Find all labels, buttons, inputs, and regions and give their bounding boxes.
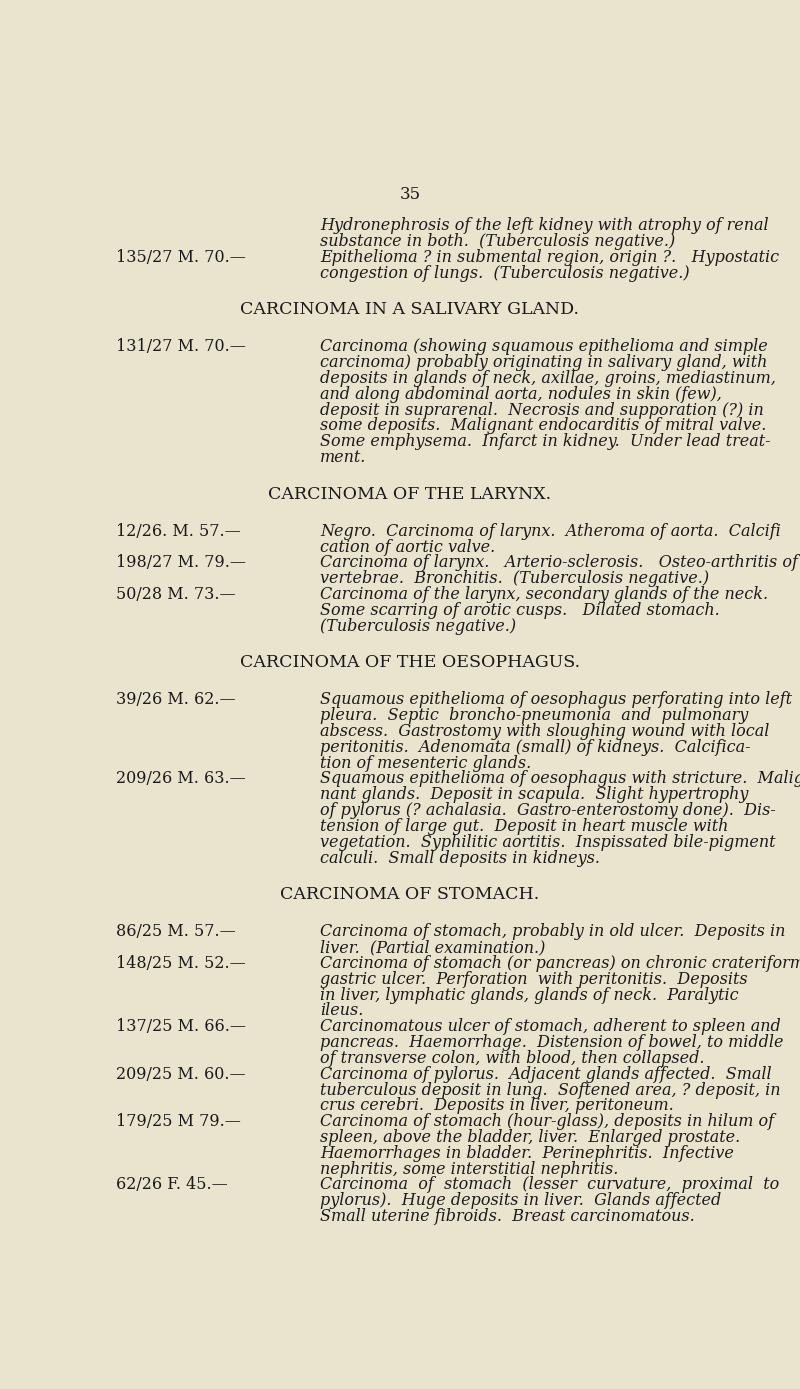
- Text: Some scarring of arotic cusps.   Dilated stomach.: Some scarring of arotic cusps. Dilated s…: [320, 601, 720, 619]
- Text: vegetation.  Syphilitic aortitis.  Inspissated bile-pigment: vegetation. Syphilitic aortitis. Inspiss…: [320, 833, 776, 851]
- Text: spleen, above the bladder, liver.  Enlarged prostate.: spleen, above the bladder, liver. Enlarg…: [320, 1129, 740, 1146]
- Text: congestion of lungs.  (Tuberculosis negative.): congestion of lungs. (Tuberculosis negat…: [320, 265, 690, 282]
- Text: carcinoma) probably originating in salivary gland, with: carcinoma) probably originating in saliv…: [320, 354, 767, 371]
- Text: ment.: ment.: [320, 449, 366, 467]
- Text: Carcinoma of larynx.   Arterio-sclerosis.   Osteo-arthritis of: Carcinoma of larynx. Arterio-sclerosis. …: [320, 554, 798, 571]
- Text: 209/26 M. 63.—: 209/26 M. 63.—: [115, 771, 246, 788]
- Text: Carcinoma of pylorus.  Adjacent glands affected.  Small: Carcinoma of pylorus. Adjacent glands af…: [320, 1065, 772, 1082]
- Text: deposit in suprarenal.  Necrosis and supporation (?) in: deposit in suprarenal. Necrosis and supp…: [320, 401, 764, 418]
- Text: of transverse colon, with blood, then collapsed.: of transverse colon, with blood, then co…: [320, 1050, 705, 1067]
- Text: pancreas.  Haemorrhage.  Distension of bowel, to middle: pancreas. Haemorrhage. Distension of bow…: [320, 1033, 784, 1051]
- Text: 209/25 M. 60.—: 209/25 M. 60.—: [115, 1065, 245, 1082]
- Text: 39/26 M. 62.—: 39/26 M. 62.—: [115, 692, 235, 708]
- Text: CARCINOMA IN A SALIVARY GLAND.: CARCINOMA IN A SALIVARY GLAND.: [241, 301, 579, 318]
- Text: gastric ulcer.  Perforation  with peritonitis.  Deposits: gastric ulcer. Perforation with peritoni…: [320, 971, 748, 988]
- Text: some deposits.  Malignant endocarditis of mitral valve.: some deposits. Malignant endocarditis of…: [320, 418, 766, 435]
- Text: pylorus).  Huge deposits in liver.  Glands affected: pylorus). Huge deposits in liver. Glands…: [320, 1192, 722, 1210]
- Text: Carcinoma of the larynx, secondary glands of the neck.: Carcinoma of the larynx, secondary gland…: [320, 586, 768, 603]
- Text: CARCINOMA OF THE OESOPHAGUS.: CARCINOMA OF THE OESOPHAGUS.: [240, 654, 580, 671]
- Text: Carcinoma of stomach (or pancreas) on chronic crateriform: Carcinoma of stomach (or pancreas) on ch…: [320, 954, 800, 972]
- Text: tion of mesenteric glands.: tion of mesenteric glands.: [320, 754, 531, 772]
- Text: Carcinoma (showing squamous epithelioma and simple: Carcinoma (showing squamous epithelioma …: [320, 339, 768, 356]
- Text: 86/25 M. 57.—: 86/25 M. 57.—: [115, 924, 235, 940]
- Text: Carcinoma  of  stomach  (lesser  curvature,  proximal  to: Carcinoma of stomach (lesser curvature, …: [320, 1176, 779, 1193]
- Text: substance in both.  (Tuberculosis negative.): substance in both. (Tuberculosis negativ…: [320, 233, 675, 250]
- Text: (Tuberculosis negative.): (Tuberculosis negative.): [320, 618, 516, 635]
- Text: Epithelioma ? in submental region, origin ?.   Hypostatic: Epithelioma ? in submental region, origi…: [320, 249, 779, 265]
- Text: in liver, lymphatic glands, glands of neck.  Paralytic: in liver, lymphatic glands, glands of ne…: [320, 986, 738, 1003]
- Text: CARCINOMA OF STOMACH.: CARCINOMA OF STOMACH.: [280, 886, 540, 903]
- Text: 62/26 F. 45.—: 62/26 F. 45.—: [115, 1176, 227, 1193]
- Text: tension of large gut.  Deposit in heart muscle with: tension of large gut. Deposit in heart m…: [320, 818, 729, 835]
- Text: Squamous epithelioma of oesophagus with stricture.  Malig­: Squamous epithelioma of oesophagus with …: [320, 771, 800, 788]
- Text: 131/27 M. 70.—: 131/27 M. 70.—: [115, 339, 246, 356]
- Text: CARCINOMA OF THE LARYNX.: CARCINOMA OF THE LARYNX.: [269, 486, 551, 503]
- Text: deposits in glands of neck, axillae, groins, mediastinum,: deposits in glands of neck, axillae, gro…: [320, 369, 776, 388]
- Text: 35: 35: [399, 186, 421, 203]
- Text: nant glands.  Deposit in scapula.  Slight hypertrophy: nant glands. Deposit in scapula. Slight …: [320, 786, 749, 803]
- Text: Carcinoma of stomach, probably in old ulcer.  Deposits in: Carcinoma of stomach, probably in old ul…: [320, 924, 786, 940]
- Text: Small uterine fibroids.  Breast carcinomatous.: Small uterine fibroids. Breast carcinoma…: [320, 1208, 695, 1225]
- Text: vertebrae.  Bronchitis.  (Tuberculosis negative.): vertebrae. Bronchitis. (Tuberculosis neg…: [320, 571, 710, 588]
- Text: nephritis, some interstitial nephritis.: nephritis, some interstitial nephritis.: [320, 1161, 618, 1178]
- Text: Haemorrhages in bladder.  Perinephritis.  Infective: Haemorrhages in bladder. Perinephritis. …: [320, 1145, 734, 1161]
- Text: ileus.: ileus.: [320, 1003, 363, 1020]
- Text: and along abdominal aorta, nodules in skin (few),: and along abdominal aorta, nodules in sk…: [320, 386, 722, 403]
- Text: peritonitis.  Adenomata (small) of kidneys.  Calcifica­: peritonitis. Adenomata (small) of kidney…: [320, 739, 750, 756]
- Text: 179/25 M 79.—: 179/25 M 79.—: [115, 1113, 240, 1131]
- Text: pleura.  Septic  broncho-pneumonia  and  pulmonary: pleura. Septic broncho-pneumonia and pul…: [320, 707, 748, 724]
- Text: cation of aortic valve.: cation of aortic valve.: [320, 539, 495, 556]
- Text: Negro.  Carcinoma of larynx.  Atheroma of aorta.  Calcifi: Negro. Carcinoma of larynx. Atheroma of …: [320, 522, 781, 540]
- Text: abscess.  Gastrostomy with sloughing wound with local: abscess. Gastrostomy with sloughing woun…: [320, 722, 770, 740]
- Text: 12/26. M. 57.—: 12/26. M. 57.—: [115, 522, 240, 540]
- Text: Some emphysema.  Infarct in kidney.  Under lead treat­: Some emphysema. Infarct in kidney. Under…: [320, 433, 770, 450]
- Text: liver.  (Partial examination.): liver. (Partial examination.): [320, 939, 546, 956]
- Text: 198/27 M. 79.—: 198/27 M. 79.—: [115, 554, 246, 571]
- Text: 148/25 M. 52.—: 148/25 M. 52.—: [115, 954, 246, 972]
- Text: 137/25 M. 66.—: 137/25 M. 66.—: [115, 1018, 246, 1035]
- Text: crus cerebri.  Deposits in liver, peritoneum.: crus cerebri. Deposits in liver, periton…: [320, 1097, 674, 1114]
- Text: 135/27 M. 70.—: 135/27 M. 70.—: [115, 249, 246, 265]
- Text: tuberculous deposit in lung.  Softened area, ? deposit, in: tuberculous deposit in lung. Softened ar…: [320, 1082, 781, 1099]
- Text: Carcinoma of stomach (hour-glass), deposits in hilum of: Carcinoma of stomach (hour-glass), depos…: [320, 1113, 774, 1131]
- Text: Squamous epithelioma of oesophagus perforating into left: Squamous epithelioma of oesophagus perfo…: [320, 692, 792, 708]
- Text: Carcinomatous ulcer of stomach, adherent to spleen and: Carcinomatous ulcer of stomach, adherent…: [320, 1018, 781, 1035]
- Text: calculi.  Small deposits in kidneys.: calculi. Small deposits in kidneys.: [320, 850, 600, 867]
- Text: 50/28 M. 73.—: 50/28 M. 73.—: [115, 586, 235, 603]
- Text: of pylorus (? achalasia.  Gastro-enterostomy done).  Dis­: of pylorus (? achalasia. Gastro-enterost…: [320, 801, 776, 820]
- Text: Hydronephrosis of the left kidney with atrophy of renal: Hydronephrosis of the left kidney with a…: [320, 217, 769, 235]
